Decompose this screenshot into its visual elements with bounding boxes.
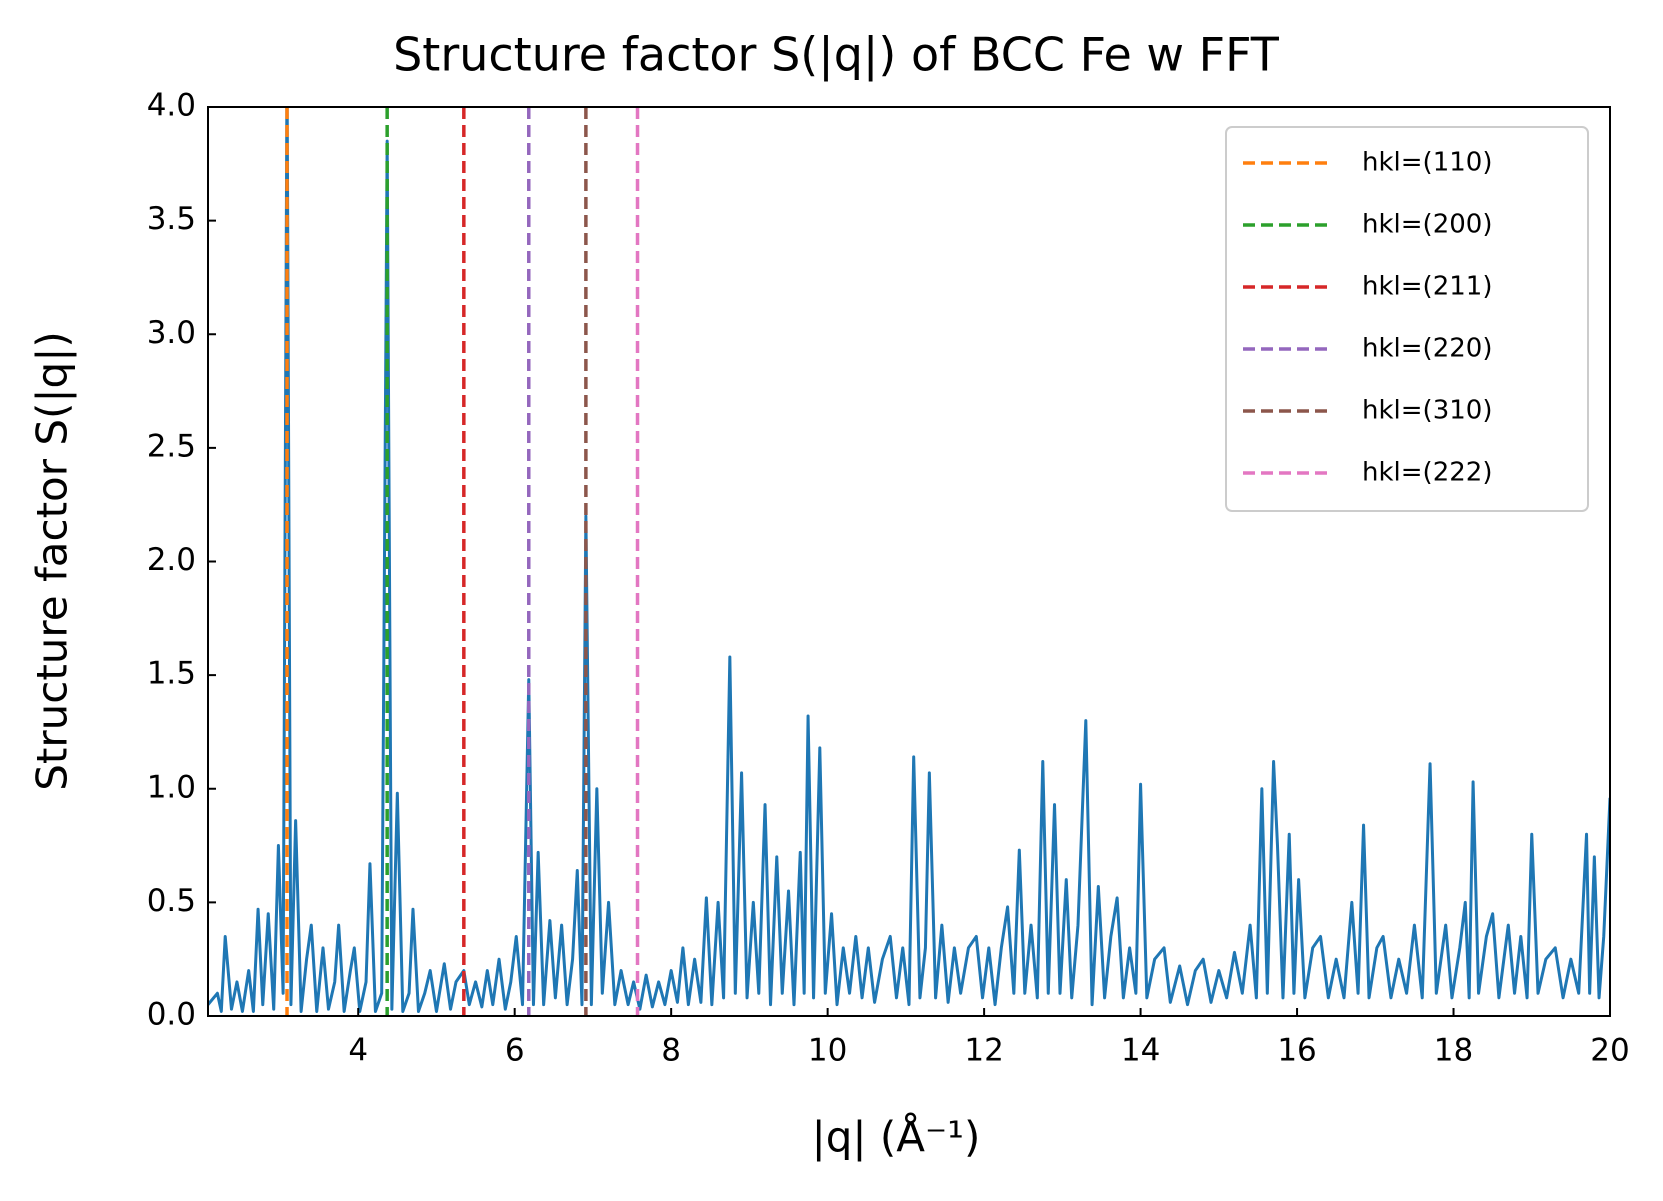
y-tick-label: 2.0: [147, 542, 196, 578]
y-tick-label: 1.5: [147, 656, 196, 692]
y-tick-label: 3.0: [147, 315, 196, 351]
x-tick-label: 16: [1277, 1033, 1316, 1069]
data-line: [208, 107, 1610, 1013]
y-tick-label: 4.0: [147, 88, 196, 124]
x-tick-label: 14: [1121, 1033, 1160, 1069]
y-tick-label: 3.5: [147, 201, 196, 237]
x-tick-label: 10: [808, 1033, 847, 1069]
x-tick-label: 8: [661, 1033, 681, 1069]
y-tick-label: 0.0: [147, 997, 196, 1033]
x-tick-label: 20: [1590, 1033, 1629, 1069]
x-tick-label: 12: [964, 1033, 1003, 1069]
legend-label: hkl=(200): [1362, 210, 1492, 240]
y-tick-label: 0.5: [147, 883, 196, 919]
legend-label: hkl=(220): [1362, 334, 1492, 364]
x-tick-label: 6: [505, 1033, 525, 1069]
chart-title: Structure factor S(|q|) of BCC Fe w FFT: [393, 28, 1280, 83]
legend-label: hkl=(310): [1362, 396, 1492, 426]
y-tick-label: 2.5: [147, 428, 196, 464]
legend-label: hkl=(222): [1362, 458, 1492, 488]
legend-label: hkl=(110): [1362, 148, 1492, 178]
legend-box: [1225, 126, 1589, 512]
y-tick-label: 1.0: [147, 769, 196, 805]
x-axis-label: |q| (Å⁻¹): [812, 1112, 981, 1162]
legend-label: hkl=(211): [1362, 272, 1492, 302]
plot-area: [208, 107, 1610, 1016]
y-axis-label: Structure factor S(|q|): [28, 331, 77, 791]
x-tick-label: 18: [1434, 1033, 1473, 1069]
axes: 4 6 8 10 12 14 16 18 20 0.0 0.5 1.0 1.5 2.0 2.5 3.0 3.5 4…: [147, 88, 1630, 1069]
x-tick-label: 4: [348, 1033, 368, 1069]
